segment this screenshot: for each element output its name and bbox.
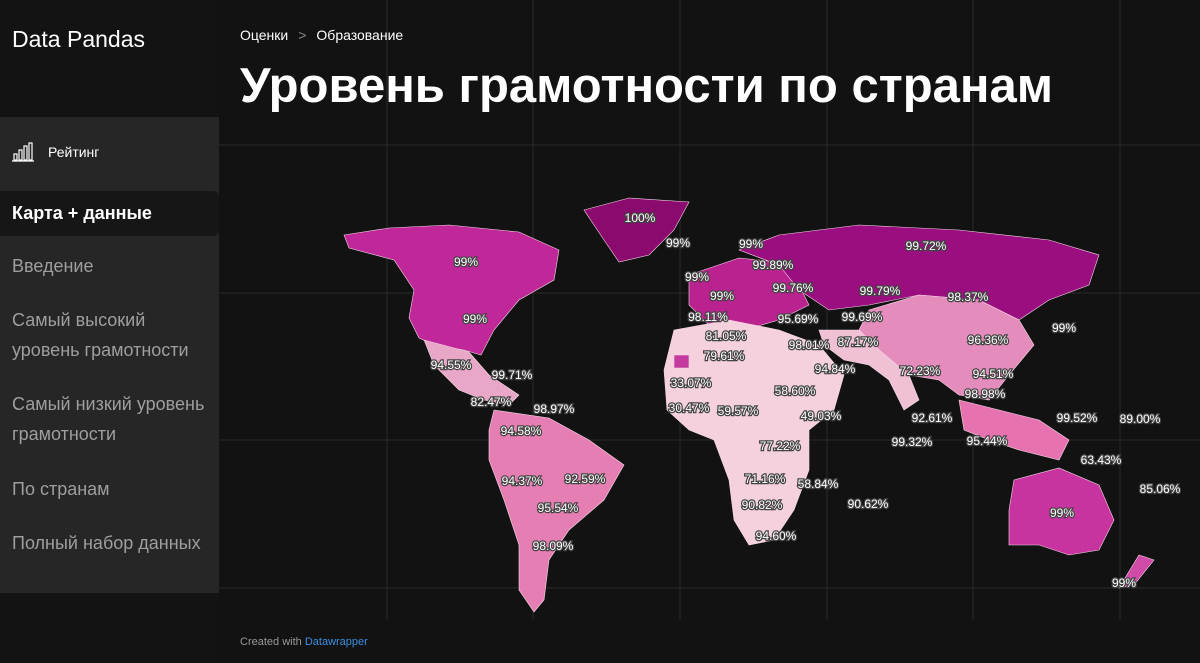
map-label: 99.32%	[892, 435, 933, 449]
map-label: 100%	[625, 211, 656, 225]
map-label: 98.01%	[789, 338, 830, 352]
map-label: 90.62%	[848, 497, 889, 511]
map-label: 98.97%	[534, 402, 575, 416]
map-label: 99%	[710, 289, 734, 303]
map-label: 99%	[666, 236, 690, 250]
map-label: 98.09%	[533, 539, 574, 553]
footer: Created with Datawrapper	[240, 636, 368, 648]
map-label: 94.37%	[502, 474, 543, 488]
breadcrumb[interactable]: Оценки	[240, 27, 289, 43]
map-label: 99.69%	[842, 310, 883, 324]
map-label: 94.51%	[973, 367, 1014, 381]
map-label: 95.44%	[967, 434, 1008, 448]
breadcrumb-separator: >	[298, 27, 307, 43]
map-label: 99%	[1052, 321, 1076, 335]
map-label: 85.06%	[1140, 482, 1181, 496]
map-label: 33.07%	[671, 376, 712, 390]
map-label: 94.60%	[756, 529, 797, 543]
map-label: 99.52%	[1057, 411, 1098, 425]
nav-item[interactable]: Самый низкий уровень грамотности	[12, 394, 205, 444]
map-label: 90.82%	[742, 498, 783, 512]
countries	[343, 197, 1155, 613]
map-label: 94.55%	[431, 358, 472, 372]
map-label: 72.23%	[900, 364, 941, 378]
map-label: 99%	[739, 237, 763, 251]
map-label: 98.11%	[688, 310, 728, 324]
map-label: 92.61%	[912, 411, 953, 425]
nav-item[interactable]: Введение	[12, 256, 94, 276]
rating-icon	[12, 142, 34, 162]
nav-item[interactable]: Карта + данные	[0, 191, 219, 236]
page-title: Уровень грамотности по странам	[240, 59, 1053, 113]
map-label: 82.47%	[471, 395, 512, 409]
map-label: 87.17%	[838, 335, 879, 349]
nav-item[interactable]: Полный набор данных	[12, 533, 201, 553]
map-label: 99%	[454, 255, 478, 269]
map-label: 96.36%	[968, 333, 1009, 347]
footer-text: Created with	[240, 636, 302, 648]
nav-panel: Рейтинг Карта + данные Введение Самый вы…	[0, 117, 219, 593]
nav-item[interactable]: По странам	[12, 479, 110, 499]
map-label: 95.69%	[778, 312, 819, 326]
map-label: 99%	[463, 312, 487, 326]
map-label: 99%	[1112, 576, 1136, 590]
map-label: 49.03%	[801, 409, 842, 423]
map-label: 63.43%	[1081, 453, 1122, 467]
map-label: 58.84%	[798, 477, 839, 491]
map-label: 77.22%	[760, 439, 801, 453]
map: 100%99%99%99% 99.72%99.89%99%99.76% 99.79%…	[219, 0, 1200, 620]
map-label: 98.37%	[948, 290, 989, 304]
map-label: 94.58%	[501, 424, 542, 438]
map-label: 99.79%	[860, 284, 901, 298]
map-label: 71.16%	[745, 472, 786, 486]
breadcrumb[interactable]: Образование	[316, 27, 404, 43]
map-label: 81.05%	[706, 329, 747, 343]
map-label: 94.84%	[815, 362, 856, 376]
map-label: 30.47%	[669, 401, 710, 415]
brand[interactable]: Data Pandas	[12, 26, 145, 52]
map-label: 99%	[685, 270, 709, 284]
map-label: 79.61%	[704, 349, 745, 363]
map-label: 99.72%	[906, 239, 947, 253]
map-label: 58.60%	[775, 384, 816, 398]
map-label: 99%	[1050, 506, 1074, 520]
map-label: 99.89%	[753, 258, 794, 272]
map-label: 99.71%	[492, 368, 533, 382]
footer-link[interactable]: Datawrapper	[304, 636, 368, 648]
map-label: 92.59%	[565, 472, 606, 486]
rating-label: Рейтинг	[48, 144, 100, 160]
rating-link[interactable]: Рейтинг	[12, 142, 99, 162]
map-label: 59.57%	[718, 404, 759, 418]
sidebar: Data Pandas Рейтинг Карта + данные Введе…	[0, 0, 219, 663]
breadcrumbs: Оценки > Образование	[240, 27, 403, 43]
nav-item[interactable]: Самый высокий уровень грамотности	[12, 310, 189, 360]
map-label: 98.98%	[965, 387, 1006, 401]
map-label: 89.00%	[1120, 412, 1161, 426]
map-label: 95.54%	[538, 501, 579, 515]
map-label: 99.76%	[773, 281, 814, 295]
